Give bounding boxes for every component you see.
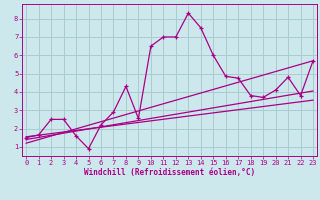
X-axis label: Windchill (Refroidissement éolien,°C): Windchill (Refroidissement éolien,°C) bbox=[84, 168, 255, 177]
